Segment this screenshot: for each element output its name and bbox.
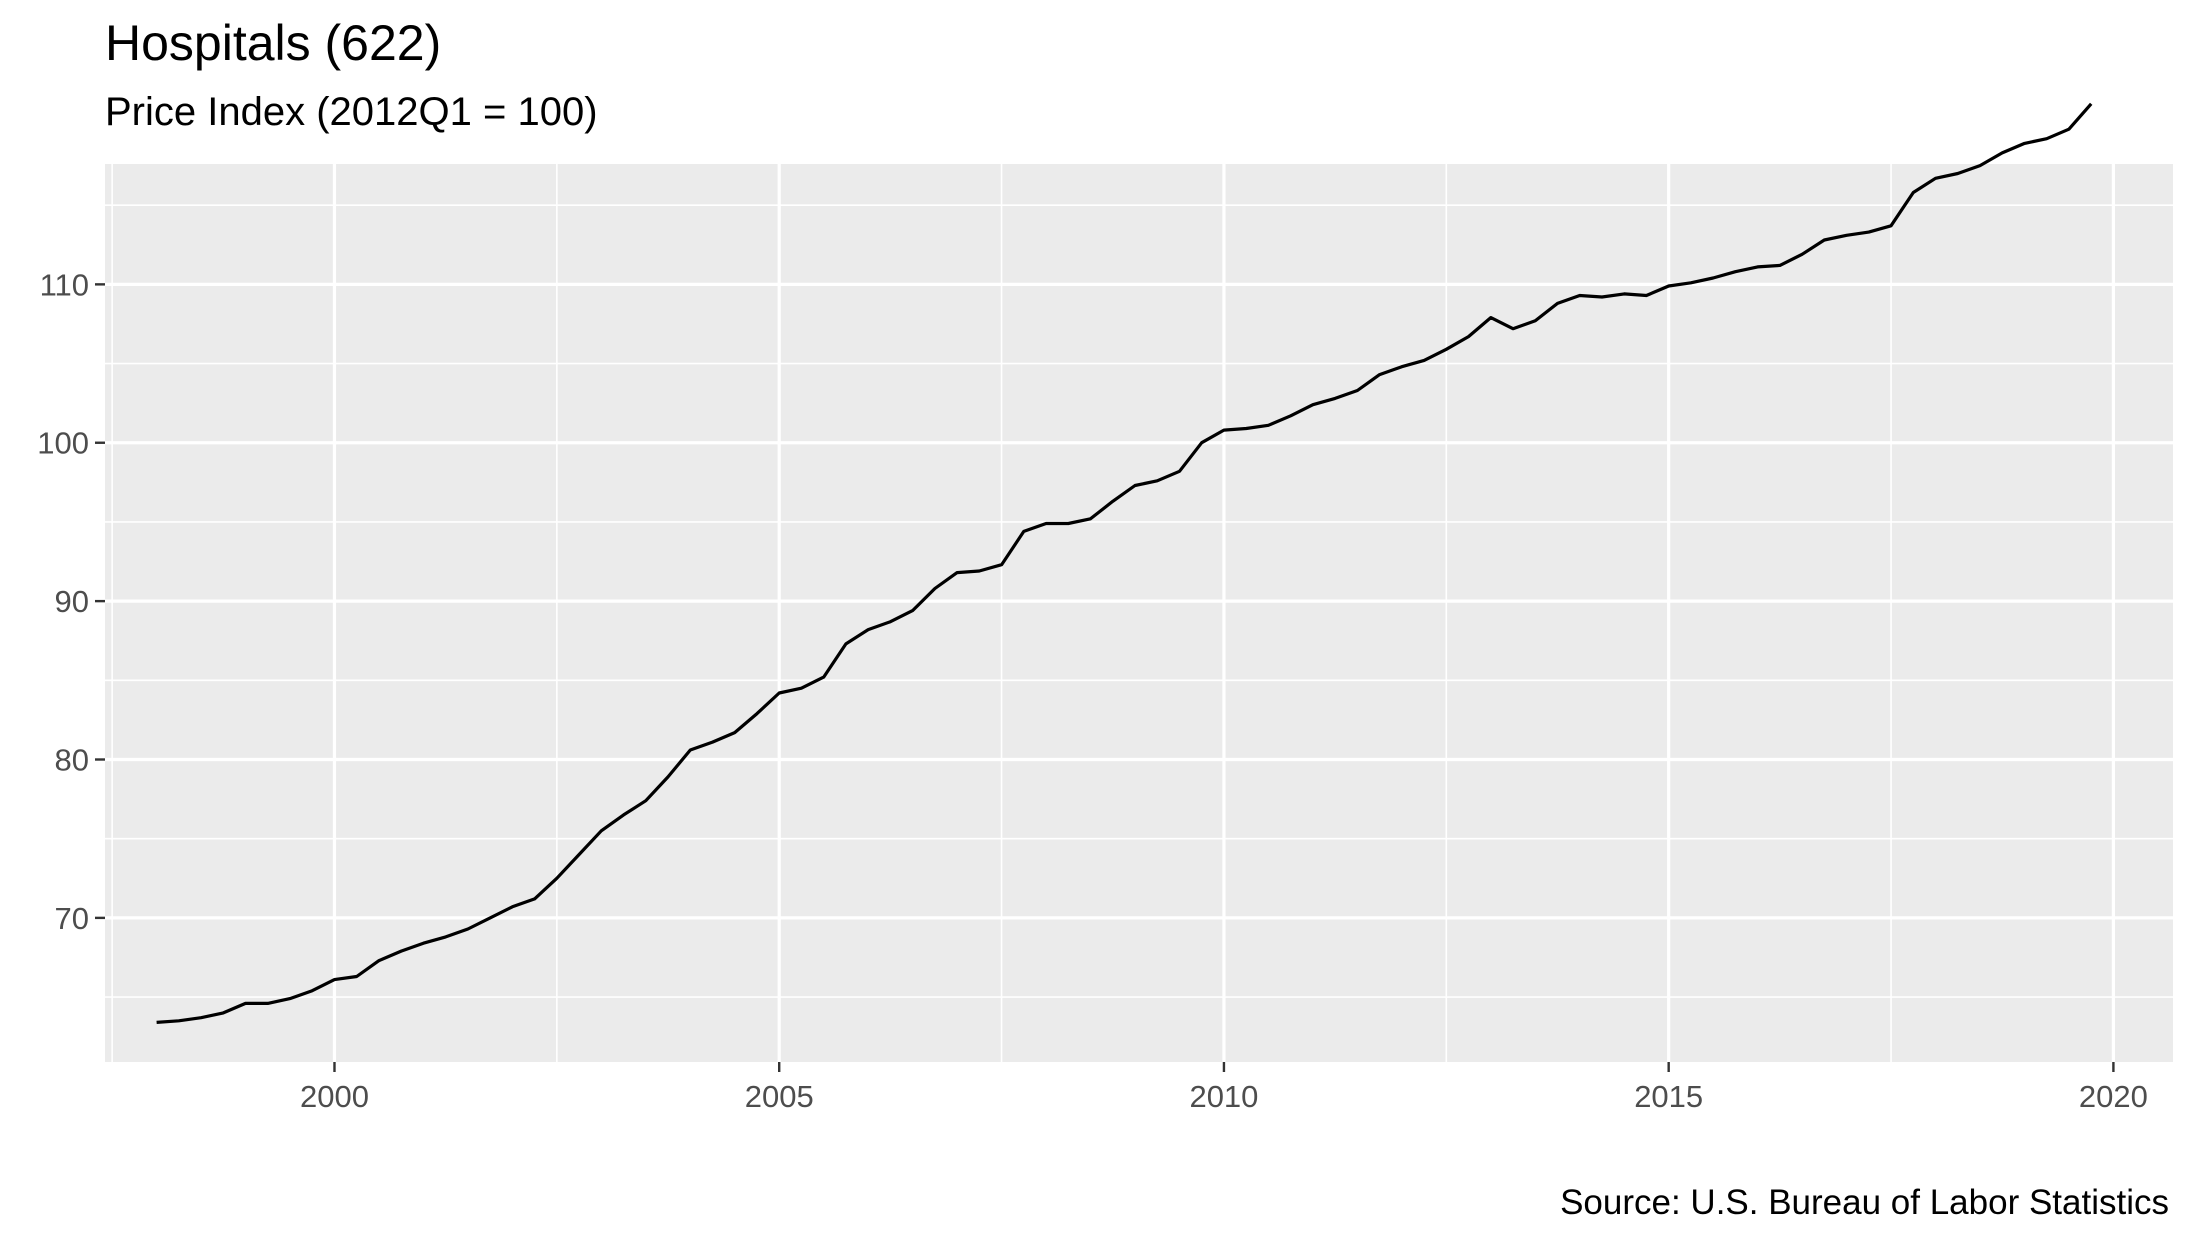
chart-title: Hospitals (622) [105, 15, 442, 71]
y-tick-label: 70 [55, 901, 89, 936]
chart-subtitle: Price Index (2012Q1 = 100) [105, 90, 598, 134]
plot-panel [105, 164, 2173, 1062]
x-tick-label: 2005 [745, 1079, 814, 1114]
y-tick-label: 90 [55, 584, 89, 619]
series-line [156, 102, 2093, 1024]
chart-caption: Source: U.S. Bureau of Labor Statistics [1560, 1183, 2169, 1222]
minor-gridlines [105, 164, 2173, 1062]
x-tick-label: 2000 [300, 1079, 369, 1114]
x-tick-label: 2010 [1189, 1079, 1258, 1114]
y-tick-label: 110 [40, 267, 89, 302]
y-tick-label: 80 [55, 742, 89, 777]
y-tick-label: 100 [37, 426, 89, 461]
x-tick-label: 2020 [2079, 1079, 2148, 1114]
x-tick-label: 2015 [1634, 1079, 1703, 1114]
major-gridlines [105, 164, 2173, 1062]
x-axis: 2000 2005 2010 2015 2020 [300, 1062, 2148, 1114]
y-axis: 70 80 90 100 110 [37, 267, 105, 936]
